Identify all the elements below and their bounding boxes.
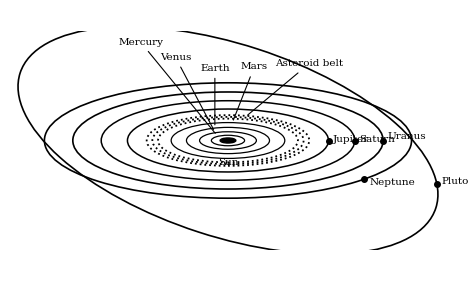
Text: Earth: Earth [200, 64, 230, 125]
Text: Asteroid belt: Asteroid belt [247, 59, 343, 115]
Text: Jupiter: Jupiter [333, 135, 369, 144]
Text: Uranus: Uranus [388, 132, 426, 140]
Ellipse shape [220, 138, 236, 143]
Text: Venus: Venus [160, 53, 214, 130]
Text: Neptune: Neptune [370, 178, 415, 187]
Text: Mercury: Mercury [118, 38, 215, 133]
Text: Mars: Mars [233, 62, 268, 120]
Text: Sun: Sun [218, 158, 238, 167]
Text: Saturn: Saturn [359, 135, 395, 144]
Text: Pluto: Pluto [441, 177, 469, 186]
